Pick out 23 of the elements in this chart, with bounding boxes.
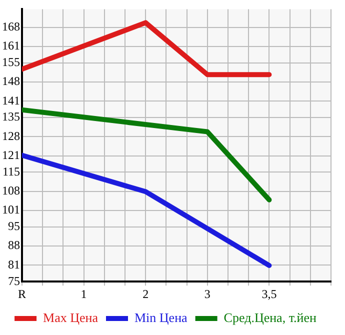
legend-label: Min Цена [134,310,188,325]
y-tick-label: 135 [2,110,20,124]
x-tick-label: 2 [142,286,149,301]
legend-label: Сред.Цена, т.йен [224,310,317,325]
y-tick-label: 148 [2,74,20,88]
y-tick-label: 95 [8,219,20,234]
y-tick-label: 161 [2,38,20,53]
y-tick-label: 108 [2,184,20,198]
y-tick-label: 115 [2,164,20,178]
y-tick-label: 141 [2,93,20,108]
y-tick-label: 121 [2,148,20,162]
y-tick-label: 101 [2,202,20,217]
y-tick-label: 75 [8,274,20,288]
legend-label: Max Цена [43,310,98,325]
y-tick-label: 168 [2,20,20,34]
y-tick-label: 81 [8,257,20,272]
x-tick-label: R [18,286,26,301]
y-tick-label: 155 [2,55,20,70]
y-tick-label: 128 [2,128,20,143]
x-tick-label: 3 [204,286,210,301]
y-tick-label: 88 [8,238,20,252]
x-tick-label: 1 [80,286,87,301]
x-tick-label: 3,5 [262,286,277,301]
